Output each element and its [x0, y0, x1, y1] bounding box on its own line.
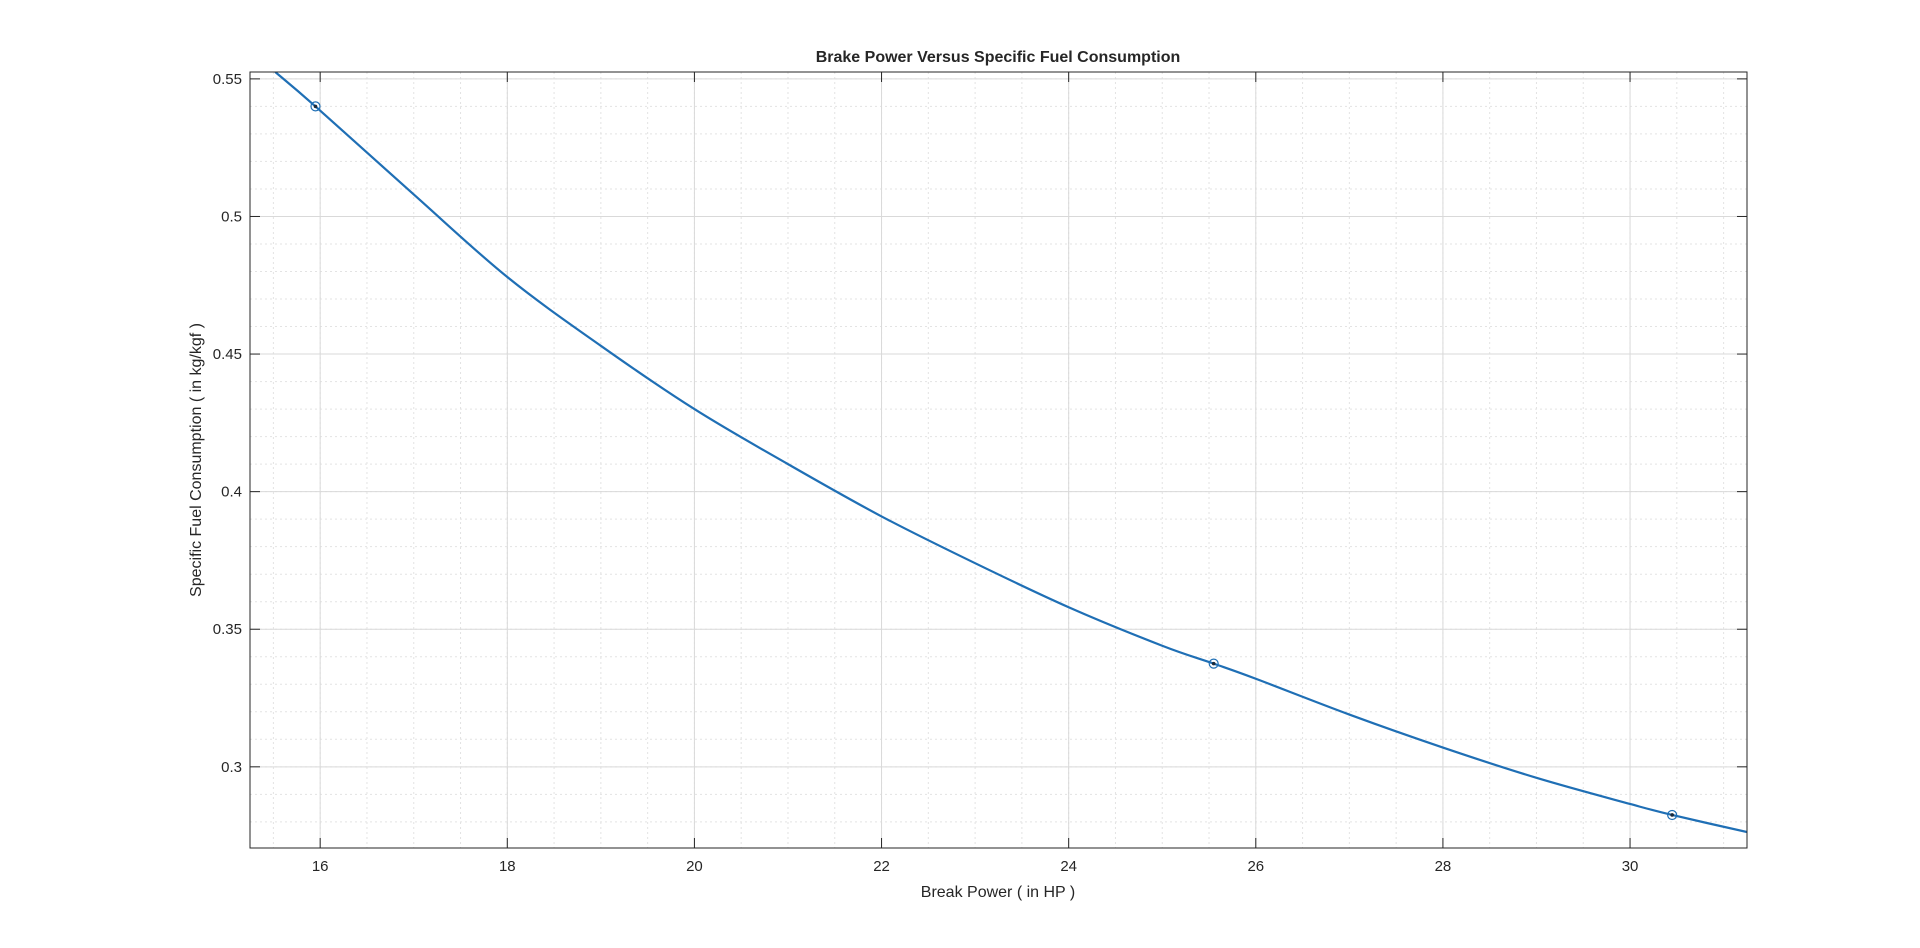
- data-point-marker-center: [1211, 661, 1216, 666]
- data-point-marker-center: [313, 104, 318, 109]
- y-axis-label: Specific Fuel Consumption ( in kg/kgf ): [188, 323, 205, 597]
- y-tick-label: 0.5: [221, 208, 242, 225]
- series-line: [274, 72, 1747, 834]
- y-tick-label: 0.4: [221, 484, 242, 501]
- x-tick-label: 26: [1247, 858, 1264, 875]
- x-axis-label: Break Power ( in HP ): [921, 884, 1075, 901]
- x-tick-label: 22: [873, 858, 890, 875]
- data-point-marker-center: [1670, 813, 1674, 817]
- x-tick-label: 16: [312, 858, 329, 875]
- axes-box: [249, 71, 1748, 849]
- series-markers: [310, 101, 1678, 821]
- x-tick-label: 28: [1435, 858, 1452, 875]
- data-point-marker: [1667, 809, 1678, 821]
- plot-area: [250, 72, 1747, 848]
- data-point-marker: [1208, 658, 1219, 669]
- axis-ticks: [250, 72, 1747, 848]
- tick-labels: 16 18 20 22 24 26 28 30 0.3 0.35 0.4 0.45 0.5 0.55: [213, 71, 1639, 875]
- x-tick-label: 24: [1060, 858, 1077, 875]
- x-tick-label: 20: [686, 858, 703, 875]
- y-tick-label: 0.45: [213, 346, 242, 363]
- chart-title: Brake Power Versus Specific Fuel Consump…: [816, 49, 1181, 66]
- major-grid: [250, 72, 1747, 848]
- plot-series: [274, 72, 1747, 834]
- data-point-marker: [310, 101, 321, 112]
- y-tick-label: 0.3: [221, 759, 242, 776]
- x-tick-label: 18: [499, 858, 516, 875]
- y-tick-label: 0.35: [213, 621, 242, 638]
- y-tick-label: 0.55: [213, 71, 242, 88]
- x-tick-label: 30: [1622, 858, 1639, 875]
